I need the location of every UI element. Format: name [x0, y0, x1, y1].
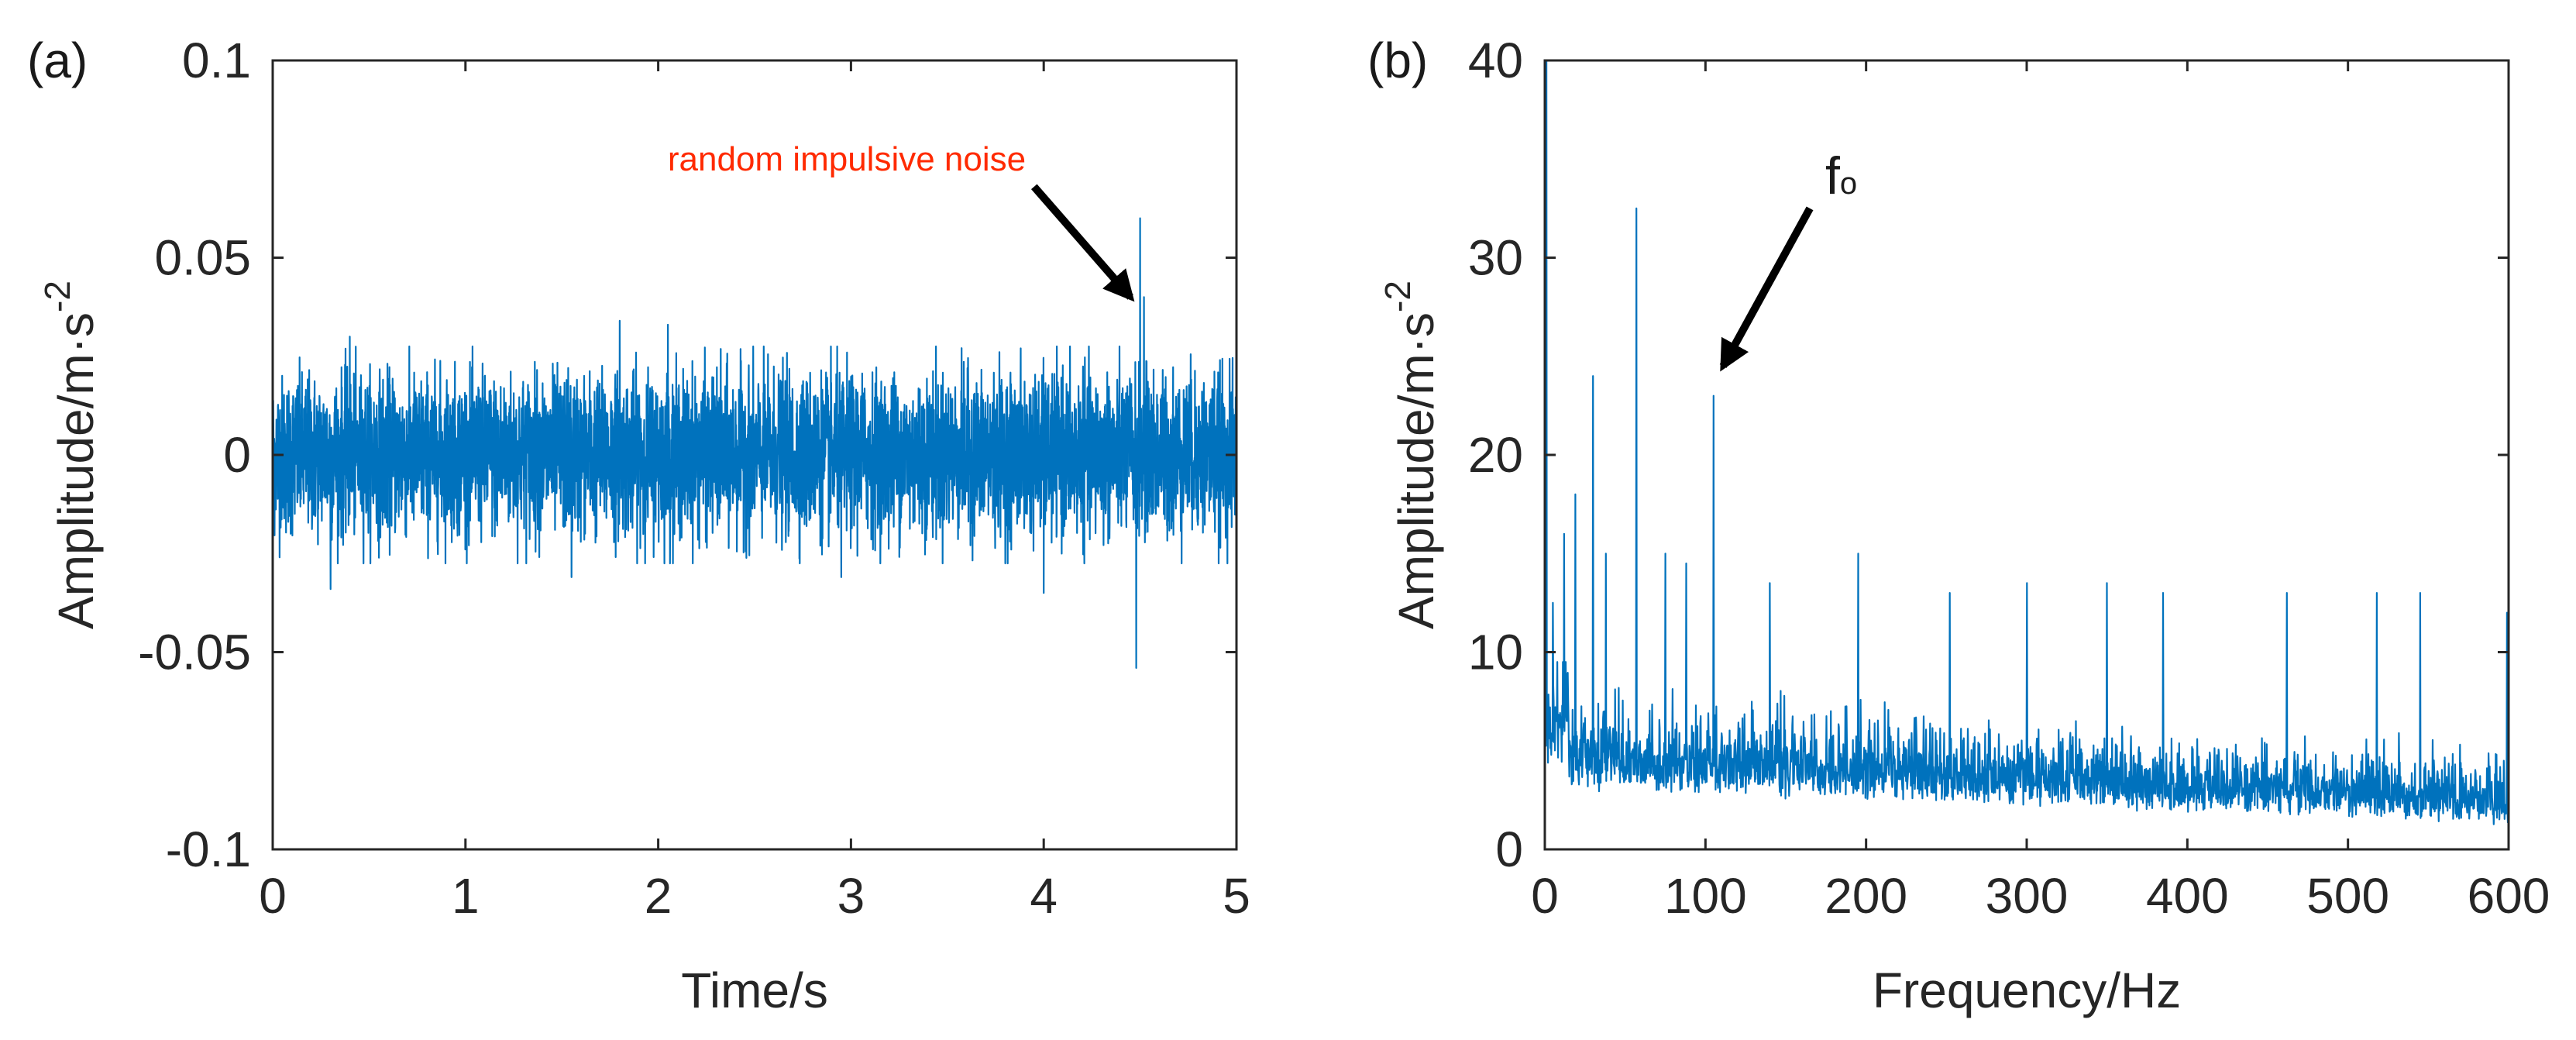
panel-a-ylabel-main: Amplitude/m·s — [48, 312, 104, 629]
panel-a-xtick-label: 0 — [259, 868, 287, 924]
panel-b-annotation-label: fo — [1825, 146, 1857, 205]
panel-a-xtick-label: 3 — [837, 868, 865, 924]
chart-panel-b: (b) 0 100 200 300 400 500 600 0 10 20 30 40 Frequen… — [1367, 33, 2550, 1018]
panel-a-xtick-label: 2 — [645, 868, 672, 924]
panel-b-series — [1543, 59, 2510, 825]
panel-b-annotation-arrow — [1719, 206, 1814, 372]
panel-a-annotation-label: random impulsive noise — [668, 140, 1026, 178]
panel-b-xlabel: Frequency/Hz — [1873, 963, 2181, 1018]
panel-b-xtick-label: 600 — [2468, 868, 2550, 924]
panel-b-ylabel-main: Amplitude/m·s — [1388, 312, 1444, 629]
panel-b-xtick-label: 100 — [1664, 868, 1747, 924]
chart-panel-a: (a) 0 1 2 3 4 5 -0.1 -0.05 0 0.05 0.1 Time/s Ampli… — [27, 33, 1250, 1018]
panel-b-ytick-label: 30 — [1468, 230, 1523, 286]
panel-b-xtick-label: 200 — [1825, 868, 1907, 924]
panel-b-series-line — [1543, 59, 2510, 825]
panel-b-label: (b) — [1367, 33, 1428, 88]
panel-b-annotations: fo — [1719, 146, 1857, 372]
panel-a-ylabel-superscript: -2 — [37, 281, 77, 312]
panel-b-annotation-main: f — [1825, 146, 1840, 205]
panel-a-ytick-label: 0.05 — [154, 230, 251, 286]
panel-b-ylabel: Amplitude/m·s-2 — [1377, 281, 1444, 629]
panel-a-ytick-label: 0 — [223, 427, 251, 483]
panel-b-annotation-subscript: o — [1840, 167, 1857, 201]
panel-a-xtick-label: 4 — [1030, 868, 1058, 924]
panel-a-xtick-label: 5 — [1223, 868, 1250, 924]
panel-b-ytick-label: 10 — [1468, 625, 1523, 680]
panel-a-ticks: 0 1 2 3 4 5 -0.1 -0.05 0 0.05 0.1 — [138, 33, 1250, 924]
panel-a-ylabel: Amplitude/m·s-2 — [37, 281, 104, 629]
panel-b-xtick-label: 500 — [2306, 868, 2389, 924]
panel-b-ytick-label: 0 — [1495, 821, 1523, 877]
panel-a-annotation-arrow — [1030, 184, 1135, 302]
panel-a-series — [271, 217, 1238, 670]
panel-b-xtick-label: 0 — [1531, 868, 1559, 924]
panel-b-ticks: 0 100 200 300 400 500 600 0 10 20 30 40 — [1468, 33, 2550, 924]
panel-b-ytick-label: 40 — [1468, 33, 1523, 88]
panel-b-ytick-label: 20 — [1468, 427, 1523, 483]
panel-a-label: (a) — [27, 33, 88, 88]
panel-a-ytick-label: -0.1 — [166, 821, 251, 877]
panel-a-ytick-label: 0.1 — [182, 33, 251, 88]
panel-a-annotations: random impulsive noise — [668, 140, 1135, 302]
panel-a-series-line — [271, 217, 1238, 670]
panel-a-xtick-label: 1 — [452, 868, 480, 924]
panel-a-ytick-label: -0.05 — [138, 625, 251, 680]
panel-a-xlabel: Time/s — [681, 963, 828, 1018]
panel-b-xtick-label: 400 — [2146, 868, 2229, 924]
panel-b-ylabel-superscript: -2 — [1377, 281, 1418, 312]
panel-b-xtick-label: 300 — [1986, 868, 2069, 924]
